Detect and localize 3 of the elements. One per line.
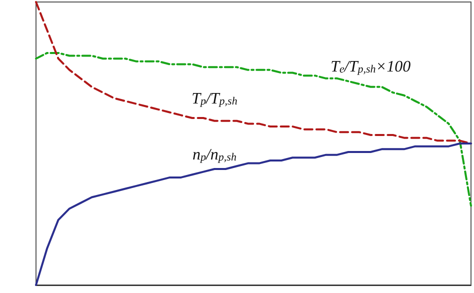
series-label: np/np,sh [192, 146, 237, 164]
series-label: Tp/Tp,sh [192, 90, 238, 108]
series-label: Te/Tp,sh×100 [330, 58, 411, 76]
